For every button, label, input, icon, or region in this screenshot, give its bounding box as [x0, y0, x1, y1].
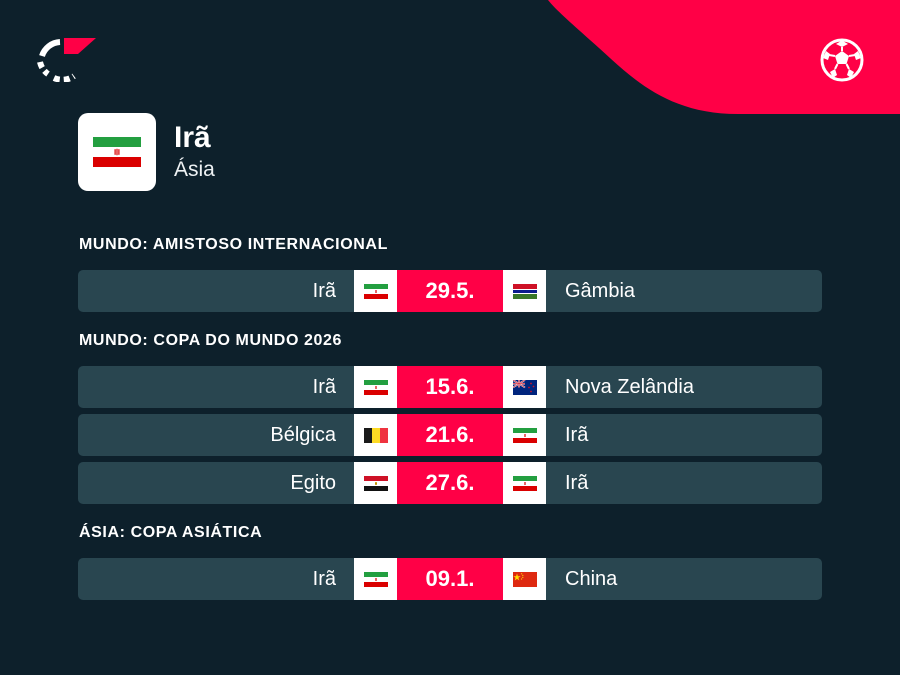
- match-date: 27.6.: [397, 462, 503, 504]
- away-team-name: Nova Zelândia: [565, 376, 694, 398]
- away-team-flag: [503, 366, 546, 408]
- away-team-name: Irã: [565, 424, 589, 446]
- section-title: ÁSIA: COPA ASIÁTICA: [79, 524, 263, 541]
- match-row[interactable]: Bélgica 21.6. Irã: [78, 414, 822, 456]
- home-team-flag: [354, 462, 397, 504]
- team-header: Irã Ásia: [78, 113, 215, 191]
- home-team-flag: [354, 366, 397, 408]
- away-team-name: China: [565, 568, 618, 590]
- iran-flag-icon: [363, 379, 388, 395]
- away-team-flag: [503, 414, 546, 456]
- home-team-name: Irã: [312, 376, 336, 398]
- iran-flag-icon: [363, 571, 388, 587]
- away-team-flag: [503, 270, 546, 312]
- brand-logo-icon: [37, 38, 96, 82]
- iran-flag-icon: [363, 283, 388, 299]
- iran-flag-icon: [93, 137, 141, 167]
- china-flag-icon: [512, 571, 537, 587]
- team-name: Irã: [174, 121, 211, 154]
- gambia-flag-icon: [512, 283, 537, 299]
- away-team-flag: [503, 558, 546, 600]
- home-team-flag: [354, 558, 397, 600]
- header-accent-shape: [548, 0, 900, 114]
- new-zealand-flag-icon: [512, 379, 537, 395]
- home-team-name: Egito: [290, 472, 336, 494]
- match-row[interactable]: Irã 09.1. China: [78, 558, 822, 600]
- match-date: 21.6.: [397, 414, 503, 456]
- football-icon[interactable]: [818, 36, 866, 84]
- team-region: Ásia: [174, 158, 215, 181]
- match-row[interactable]: Egito 27.6. Irã: [78, 462, 822, 504]
- home-team-name: Irã: [312, 568, 336, 590]
- match-date: 15.6.: [397, 366, 503, 408]
- home-team-flag: [354, 414, 397, 456]
- section-title: MUNDO: COPA DO MUNDO 2026: [79, 332, 343, 349]
- match-row[interactable]: Irã 29.5. Gâmbia: [78, 270, 822, 312]
- belgium-flag-icon: [363, 427, 388, 443]
- home-team-name: Irã: [312, 280, 336, 302]
- home-team-flag: [354, 270, 397, 312]
- iran-flag-icon: [512, 475, 537, 491]
- team-flag: [78, 113, 156, 191]
- egypt-flag-icon: [363, 475, 388, 491]
- home-team-name: Bélgica: [270, 424, 336, 446]
- away-team-name: Irã: [565, 472, 589, 494]
- iran-flag-icon: [512, 427, 537, 443]
- section-title: MUNDO: AMISTOSO INTERNACIONAL: [79, 236, 388, 253]
- away-team-name: Gâmbia: [565, 280, 636, 302]
- match-date: 09.1.: [397, 558, 503, 600]
- match-row[interactable]: Irã 15.6. Nova Zelândia: [78, 366, 822, 408]
- away-team-flag: [503, 462, 546, 504]
- match-date: 29.5.: [397, 270, 503, 312]
